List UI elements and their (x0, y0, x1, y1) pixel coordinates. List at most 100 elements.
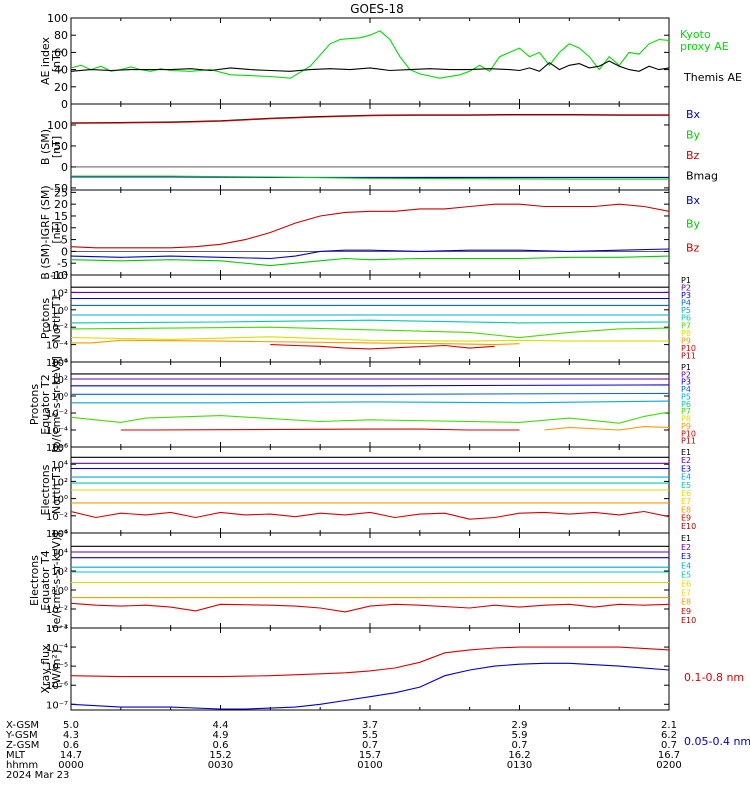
series-line (71, 60, 669, 72)
legend-label: P5 (681, 306, 691, 315)
y-axis-label: B (SM)-IGRF (SM) (39, 185, 52, 279)
y-tick-label: 10⁻⁷ (46, 700, 68, 711)
y-axis-label: North T3 (50, 466, 63, 514)
axis-row-value: 5.5 (362, 730, 378, 741)
legend-label: P7 (681, 407, 691, 416)
y-axis-label: [p/(cm²-s-sr-keV)] (50, 356, 63, 453)
series-line (71, 392, 669, 395)
legend-label: E10 (681, 522, 696, 531)
axis-row-label: Z-GSM (6, 740, 39, 751)
legend-label: E3 (681, 552, 691, 561)
axis-row-value: 3.7 (362, 720, 378, 731)
legend-label: Bmag (686, 170, 718, 183)
y-tick-label: 10⁻⁶ (46, 443, 68, 454)
y-tick-label: 10⁰ (51, 586, 68, 597)
legend-label: P7 (681, 321, 691, 330)
y-tick-label: 0 (61, 245, 68, 258)
y-tick-label: 15 (54, 210, 68, 223)
legend-label: P4 (681, 385, 691, 394)
legend-label: E7 (681, 589, 691, 598)
legend-label: E10 (681, 616, 696, 625)
y-tick-label: 10⁴ (51, 271, 68, 282)
legend-label: P10 (681, 344, 696, 353)
date-label: 2024 Mar 23 (6, 770, 69, 781)
plot-title: GOES-18 (350, 2, 404, 16)
axis-row-value: 15.7 (359, 750, 381, 761)
legend-label: E8 (681, 598, 691, 607)
legend-label: E5 (681, 481, 691, 490)
axis-row-value: 4.4 (213, 720, 229, 731)
legend-label: By (686, 129, 701, 142)
legend-label: P1 (681, 276, 691, 285)
series-line (270, 344, 495, 350)
axis-row-label: MLT (6, 750, 26, 761)
y-axis-label: Equator T2 (39, 374, 52, 434)
y-tick-label: 80 (54, 29, 68, 42)
x-axis-table: X-GSM 5.0 4.4 3.7 2.9 2.1 Y-GSM 4.3 4.9 5.5 5.9 6.2… (5, 720, 682, 781)
y-axis-label: [nT] (50, 221, 63, 243)
y-axis-label: Electrons (28, 555, 41, 606)
y-tick-label: 10⁻⁶ (46, 358, 68, 369)
y-tick-label: 10⁰ (51, 306, 68, 317)
legend-label: E9 (681, 514, 691, 523)
y-tick-label: 10⁻² (46, 605, 68, 616)
y-tick-label: -10 (50, 269, 68, 282)
axis-row-value: 4.3 (63, 730, 79, 741)
legend-label: P1 (681, 363, 691, 372)
panel-frame (70, 189, 670, 276)
axis-row-value: 0200 (656, 760, 681, 771)
y-tick-label: 10⁻⁵ (46, 662, 68, 673)
y-tick-label: 100 (47, 12, 68, 25)
series-line (71, 602, 669, 613)
y-tick-label: 100 (47, 119, 68, 132)
y-tick-label: 10⁻⁴ (46, 643, 68, 654)
y-tick-label: 10⁻³ (46, 624, 68, 635)
y-tick-label: 10⁴ (51, 358, 68, 369)
legend-label: P3 (681, 291, 691, 300)
legend-label: P9 (681, 422, 691, 431)
axis-row-value: 0.7 (362, 740, 378, 751)
series-line (120, 428, 520, 431)
axis-row-value: 0130 (507, 760, 532, 771)
y-tick-label: 10⁻⁴ (46, 341, 68, 352)
y-tick-label: 0 (61, 98, 68, 111)
y-tick-label: 10⁻² (46, 409, 68, 420)
series-line (71, 248, 669, 260)
legend-label: P4 (681, 299, 691, 308)
panel-frame (70, 361, 670, 448)
y-tick-label: 10 (54, 222, 68, 235)
series-line (71, 255, 669, 267)
axis-row-value: 0.7 (512, 740, 528, 751)
legend-label: 0.1-0.8 nm (684, 671, 744, 684)
axis-row-value: 2.9 (512, 720, 528, 731)
y-tick-label: 5 (61, 234, 68, 247)
y-axis-label: [e/(cm²-s-sr-keV)] (50, 532, 63, 628)
y-tick-label: 10² (51, 477, 68, 488)
legend-label: Bz (686, 149, 700, 162)
legend-label: P8 (681, 329, 691, 338)
axis-row-value: 6.2 (661, 730, 677, 741)
series-line (71, 336, 669, 342)
legend-label: P2 (681, 284, 691, 293)
legend-label: E1 (681, 534, 691, 543)
y-tick-label: 10⁻² (46, 323, 68, 334)
y-axis-label: B (SM) (39, 129, 52, 165)
y-axis-label: [W/m²] (50, 650, 63, 688)
legend-label: E7 (681, 497, 691, 506)
legend-label: P11 (681, 351, 696, 360)
axis-row-value: 16.7 (658, 750, 680, 761)
y-tick-label: 25 (54, 186, 68, 199)
series-line (71, 30, 669, 79)
y-axis-label: Protons (28, 384, 41, 425)
legend-label: P8 (681, 415, 691, 424)
legend-label: E3 (681, 464, 691, 473)
axis-row-value: 0.6 (213, 740, 229, 751)
axis-row-value: 5.9 (512, 730, 528, 741)
axis-row-value: 4.9 (213, 730, 229, 741)
